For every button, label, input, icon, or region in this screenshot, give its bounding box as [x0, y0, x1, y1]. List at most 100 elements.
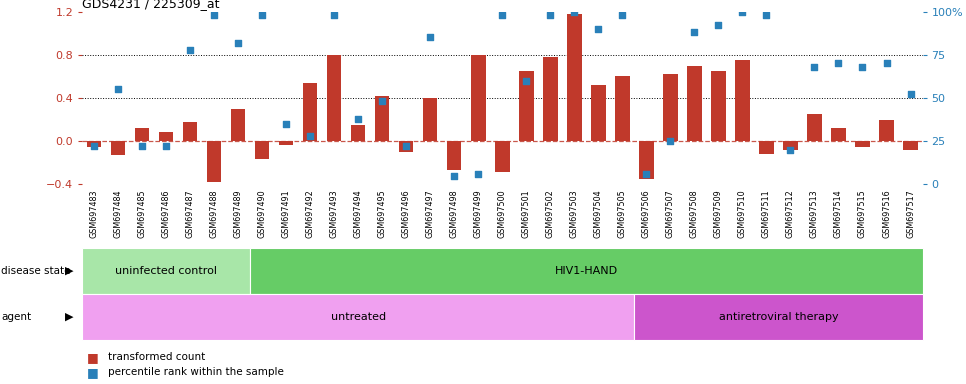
Bar	[447, 141, 462, 170]
Point	[687, 29, 702, 35]
Point	[711, 22, 726, 28]
Bar	[903, 141, 918, 150]
Text: GSM697513: GSM697513	[810, 189, 819, 238]
Text: GSM697516: GSM697516	[882, 189, 891, 238]
Text: GSM697487: GSM697487	[185, 189, 195, 238]
Text: GSM697485: GSM697485	[137, 189, 147, 238]
Bar	[207, 141, 221, 182]
Text: GSM697488: GSM697488	[210, 189, 218, 238]
Point	[855, 64, 870, 70]
Text: GSM697498: GSM697498	[450, 189, 459, 238]
Point	[519, 78, 534, 84]
Text: GSM697495: GSM697495	[378, 189, 386, 238]
Point	[86, 143, 101, 149]
Point	[663, 138, 678, 144]
Text: GSM697490: GSM697490	[258, 189, 267, 238]
Text: ■: ■	[87, 366, 99, 379]
Point	[639, 171, 654, 177]
Bar	[855, 141, 869, 147]
Bar	[615, 76, 630, 141]
Point	[807, 64, 822, 70]
Text: GSM697493: GSM697493	[329, 189, 339, 238]
Point	[590, 26, 606, 32]
Text: transformed count: transformed count	[108, 352, 206, 362]
Point	[422, 35, 438, 41]
Bar	[832, 128, 845, 141]
Text: GSM697512: GSM697512	[786, 189, 795, 238]
Text: GSM697496: GSM697496	[402, 189, 411, 238]
Bar	[82, 294, 635, 340]
Text: GSM697505: GSM697505	[618, 189, 627, 238]
Text: GSM697502: GSM697502	[546, 189, 554, 238]
Point	[470, 171, 486, 177]
Point	[495, 12, 510, 18]
Point	[351, 116, 366, 122]
Text: GSM697507: GSM697507	[666, 189, 675, 238]
Text: GSM697511: GSM697511	[762, 189, 771, 238]
Bar	[808, 114, 822, 141]
Point	[758, 12, 774, 18]
Text: GSM697484: GSM697484	[114, 189, 123, 238]
Text: GDS4231 / 225309_at: GDS4231 / 225309_at	[82, 0, 219, 10]
Point	[134, 143, 150, 149]
Text: ▶: ▶	[65, 266, 73, 276]
Point	[614, 12, 630, 18]
Text: GSM697503: GSM697503	[570, 189, 579, 238]
Point	[327, 12, 342, 18]
Text: HIV1-HAND: HIV1-HAND	[554, 266, 618, 276]
Text: GSM697510: GSM697510	[738, 189, 747, 238]
Bar	[279, 141, 294, 146]
Text: GSM697494: GSM697494	[354, 189, 363, 238]
Bar	[711, 71, 725, 141]
Text: uninfected control: uninfected control	[115, 266, 217, 276]
Point	[231, 40, 246, 46]
Text: GSM697497: GSM697497	[426, 189, 435, 238]
Text: GSM697508: GSM697508	[690, 189, 699, 238]
Bar	[471, 55, 486, 141]
Bar	[759, 141, 774, 154]
Text: percentile rank within the sample: percentile rank within the sample	[108, 367, 284, 377]
Bar	[879, 119, 894, 141]
Text: untreated: untreated	[330, 312, 385, 322]
Bar	[735, 60, 750, 141]
Bar	[567, 14, 582, 141]
Bar	[351, 125, 365, 141]
Bar	[183, 122, 197, 141]
Bar	[87, 141, 101, 147]
Bar	[639, 141, 654, 179]
Text: GSM697515: GSM697515	[858, 189, 867, 238]
Text: GSM697501: GSM697501	[522, 189, 531, 238]
Point	[375, 98, 390, 104]
Text: GSM697489: GSM697489	[234, 189, 242, 238]
Text: GSM697517: GSM697517	[906, 189, 915, 238]
Text: GSM697491: GSM697491	[282, 189, 291, 238]
Point	[567, 8, 582, 15]
Point	[903, 91, 919, 98]
Point	[446, 173, 462, 179]
Point	[183, 46, 198, 53]
Bar	[664, 74, 677, 141]
Bar	[399, 141, 413, 152]
Text: ▶: ▶	[65, 312, 73, 322]
Text: GSM697492: GSM697492	[305, 189, 315, 238]
Bar	[496, 141, 509, 172]
Bar	[135, 128, 150, 141]
Bar	[543, 57, 557, 141]
Text: GSM697509: GSM697509	[714, 189, 723, 238]
Text: antiretroviral therapy: antiretroviral therapy	[719, 312, 838, 322]
Point	[278, 121, 294, 127]
Text: GSM697514: GSM697514	[834, 189, 843, 238]
Point	[207, 12, 222, 18]
Bar	[231, 109, 245, 141]
Text: agent: agent	[1, 312, 31, 322]
Point	[543, 12, 558, 18]
Point	[254, 12, 270, 18]
Point	[735, 8, 751, 15]
Bar	[423, 98, 438, 141]
Point	[831, 60, 846, 66]
Text: GSM697500: GSM697500	[497, 189, 507, 238]
Bar	[82, 248, 250, 294]
Point	[782, 147, 798, 153]
Text: GSM697483: GSM697483	[90, 189, 99, 238]
Point	[879, 60, 895, 66]
